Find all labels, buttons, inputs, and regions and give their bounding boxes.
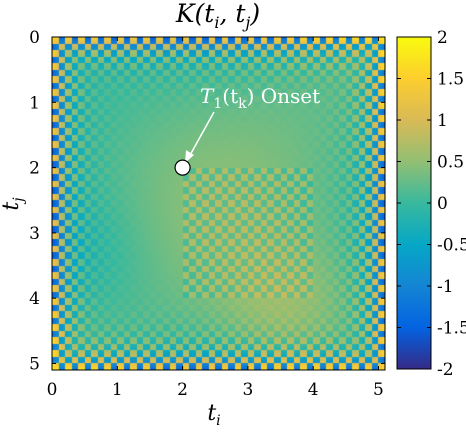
x-tick-label: 4	[308, 380, 319, 400]
annotation-arrowhead	[185, 150, 194, 163]
colorbar-tick-label: -2	[437, 360, 454, 380]
colorbar-tick-label: 0.5	[437, 153, 464, 173]
colorbar-tick-label: -1.5	[437, 319, 466, 339]
colorbar-tick-label: 1	[437, 111, 448, 131]
onset-annotation: T1(tk) Onset	[174, 84, 320, 176]
y-tick-label: 3	[29, 224, 40, 244]
y-tick-label: 0	[29, 28, 40, 48]
colorbar-gradient	[396, 36, 432, 370]
colorbar-tick-label: -1	[437, 277, 454, 297]
x-tick-label: 1	[112, 380, 123, 400]
x-axis-label: ti	[207, 401, 220, 429]
x-tick-label: 2	[177, 380, 188, 400]
x-tick-label: 0	[47, 380, 58, 400]
y-tick-label: 5	[29, 354, 40, 374]
onset-marker	[174, 159, 191, 176]
x-axis-ticks: 0 1 2 3 4 5	[47, 37, 384, 400]
colorbar-tick-label: -0.5	[437, 236, 466, 256]
plot-frame	[51, 36, 386, 371]
colorbar: 2 1.5 1 0.5 0 -0.5 -1 -1.5 -2	[396, 28, 466, 380]
chart-title: K(ti, tj)	[175, 0, 260, 32]
colorbar-tick-label: 0	[437, 194, 448, 214]
y-tick-label: 1	[29, 93, 40, 113]
x-tick-label: 5	[373, 380, 384, 400]
heatmap-image	[52, 37, 385, 370]
y-tick-label: 2	[29, 159, 40, 179]
y-axis-label: tj	[0, 197, 27, 211]
heatmap-plot-area	[52, 37, 385, 370]
annotation-label: T1(tk) Onset	[200, 84, 320, 112]
annotation-arrow-shaft	[188, 111, 215, 158]
colorbar-tick-label: 2	[437, 28, 448, 48]
y-tick-label: 4	[29, 289, 40, 309]
colorbar-tick-label: 1.5	[437, 70, 464, 90]
colorbar-ticks: 2 1.5 1 0.5 0 -0.5 -1 -1.5 -2	[397, 28, 466, 380]
x-tick-label: 3	[242, 380, 253, 400]
y-axis-ticks: 0 1 2 3 4 5	[29, 28, 385, 374]
